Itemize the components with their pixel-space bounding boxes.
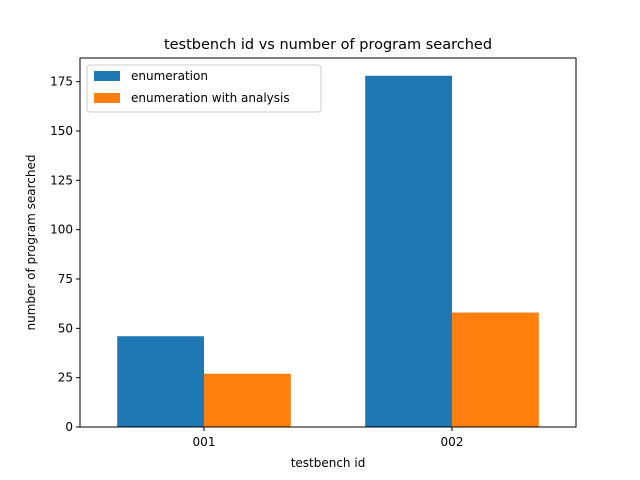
legend-box xyxy=(86,64,322,113)
x-tick-label: 002 xyxy=(441,435,464,449)
x-axis-label: testbench id xyxy=(291,456,366,470)
y-axis: 0 25 50 75 100 125 150 175 xyxy=(50,75,80,434)
legend-swatch xyxy=(94,93,120,103)
y-tick-label: 0 xyxy=(65,420,73,434)
chart-title: testbench id vs number of program search… xyxy=(164,37,492,53)
plot-frame xyxy=(79,57,577,428)
x-axis: 001 002 xyxy=(193,427,464,449)
legend: enumeration enumeration with analysis xyxy=(86,64,322,113)
legend-label: enumeration xyxy=(131,69,208,83)
bar-enumeration-with-analysis-002 xyxy=(452,312,539,427)
bar-enumeration-with-analysis-001 xyxy=(204,373,291,427)
y-tick-label: 75 xyxy=(58,272,73,286)
y-tick-label: 150 xyxy=(50,124,73,138)
bar-enumeration-002 xyxy=(365,75,452,427)
legend-swatch xyxy=(94,71,120,81)
y-tick-label: 100 xyxy=(50,223,73,237)
x-tick-label: 001 xyxy=(193,435,216,449)
bar-enumeration-001 xyxy=(117,336,204,427)
y-tick-label: 175 xyxy=(50,75,73,89)
bars-group xyxy=(117,75,539,427)
y-tick-label: 25 xyxy=(58,371,73,385)
legend-label: enumeration with analysis xyxy=(131,91,290,105)
y-tick-label: 50 xyxy=(58,321,73,335)
y-axis-label: number of program searched xyxy=(24,155,38,331)
y-tick-label: 125 xyxy=(50,173,73,187)
